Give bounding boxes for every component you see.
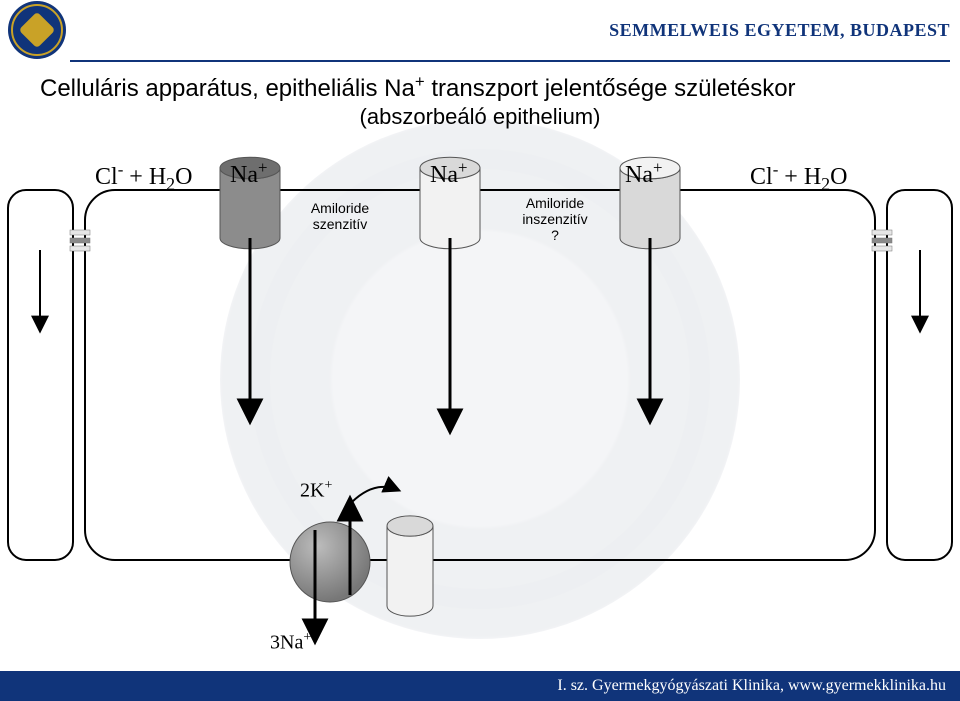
diagram-svg — [0, 0, 960, 701]
label-amiloride-sensitive: Amilorideszenzitív — [300, 200, 380, 232]
label-na-3: Na+ — [625, 158, 662, 189]
label-3na: 3Na+ — [270, 630, 311, 655]
label-left-clh2o: Cl- + H2O — [95, 160, 193, 195]
label-right-clh2o: Cl- + H2O — [750, 160, 848, 195]
label-2k: 2K+ — [300, 478, 332, 503]
label-na-1: Na+ — [230, 158, 267, 189]
diagram: Cl- + H2O Cl- + H2O Na+ Na+ Na+ Amilorid… — [0, 0, 960, 701]
label-na-2: Na+ — [430, 158, 467, 189]
label-amiloride-insensitive: Amilorideinszenzitív? — [510, 195, 600, 243]
